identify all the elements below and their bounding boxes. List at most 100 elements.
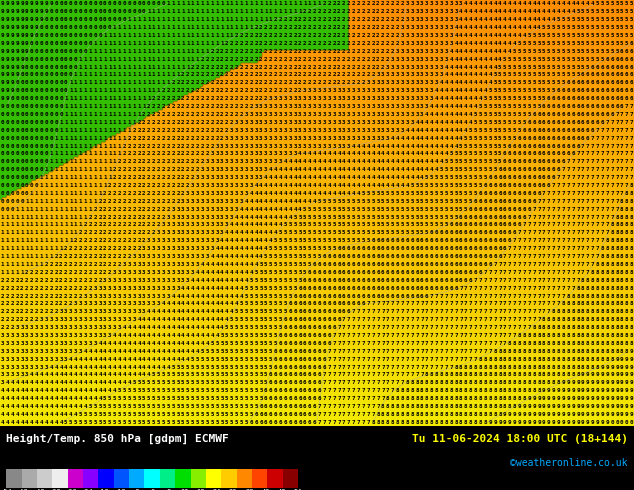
Text: 8: 8: [625, 230, 628, 235]
Text: 3: 3: [210, 238, 214, 243]
Text: 6: 6: [332, 317, 336, 322]
Text: 7: 7: [406, 341, 409, 346]
Text: 6: 6: [327, 286, 331, 291]
Text: 8: 8: [600, 278, 604, 283]
Text: 4: 4: [249, 215, 253, 220]
Text: 3: 3: [298, 144, 302, 148]
Text: 2: 2: [288, 41, 292, 46]
Text: 1: 1: [69, 215, 72, 220]
Text: 6: 6: [269, 404, 273, 409]
Text: 8: 8: [537, 372, 541, 377]
Text: 4: 4: [357, 151, 360, 156]
Text: 3: 3: [415, 57, 418, 62]
Text: 7: 7: [498, 325, 501, 330]
Text: 7: 7: [552, 191, 555, 196]
Text: 6: 6: [562, 96, 565, 101]
Text: 6: 6: [269, 412, 273, 417]
Text: 4: 4: [191, 278, 195, 283]
Text: 1: 1: [191, 41, 195, 46]
Text: 1: 1: [59, 136, 63, 141]
Text: 8: 8: [444, 388, 448, 393]
Text: 4: 4: [220, 301, 224, 306]
Text: 2: 2: [196, 120, 199, 125]
Text: 5: 5: [249, 349, 253, 354]
Text: 6: 6: [600, 104, 604, 109]
Text: 5: 5: [566, 49, 570, 54]
Text: 7: 7: [522, 230, 526, 235]
Text: 6: 6: [430, 270, 434, 275]
Text: 3: 3: [181, 254, 184, 259]
Text: 9: 9: [611, 365, 614, 369]
Text: 4: 4: [323, 159, 326, 164]
Text: 7: 7: [406, 349, 409, 354]
Text: 3: 3: [308, 104, 311, 109]
Text: 6: 6: [484, 199, 487, 204]
Text: 3: 3: [162, 294, 165, 298]
Text: 3: 3: [352, 112, 355, 117]
Text: 6: 6: [522, 207, 526, 212]
Text: 4: 4: [254, 191, 258, 196]
Text: 4: 4: [147, 365, 150, 369]
Text: 2: 2: [216, 65, 219, 70]
Text: 7: 7: [381, 341, 385, 346]
Text: 3: 3: [181, 230, 184, 235]
Text: 4: 4: [142, 372, 146, 377]
Text: 0: 0: [15, 136, 19, 141]
Text: 6: 6: [611, 112, 614, 117]
Text: 7: 7: [323, 404, 326, 409]
Text: 3: 3: [396, 128, 399, 133]
Text: 6: 6: [537, 167, 541, 172]
Text: 2: 2: [254, 33, 258, 38]
Text: 8: 8: [581, 341, 585, 346]
Text: 5: 5: [264, 278, 268, 283]
Text: 2: 2: [142, 167, 146, 172]
Text: 1: 1: [108, 80, 112, 85]
Text: 8: 8: [615, 270, 619, 275]
Text: 1: 1: [167, 57, 170, 62]
Text: 4: 4: [488, 17, 492, 22]
Text: 5: 5: [542, 88, 545, 93]
Text: 7: 7: [605, 191, 609, 196]
Text: 2: 2: [216, 104, 219, 109]
Text: 5: 5: [493, 112, 497, 117]
Text: 5: 5: [630, 17, 633, 22]
Text: 2: 2: [230, 49, 233, 54]
Text: 6: 6: [611, 104, 614, 109]
Text: 2: 2: [171, 159, 175, 164]
Text: 3: 3: [113, 325, 117, 330]
Text: 4: 4: [162, 341, 165, 346]
Text: 1: 1: [157, 49, 160, 54]
Text: 4: 4: [493, 33, 497, 38]
Text: 3: 3: [118, 286, 121, 291]
Text: 6: 6: [439, 254, 443, 259]
Text: 0: 0: [40, 128, 43, 133]
Text: 7: 7: [459, 286, 463, 291]
Text: 1: 1: [84, 128, 87, 133]
Text: 9: 9: [15, 41, 19, 46]
Text: 3: 3: [381, 80, 385, 85]
Bar: [206, 469, 221, 488]
Text: 7: 7: [386, 301, 389, 306]
Text: 7: 7: [615, 191, 619, 196]
Text: 1: 1: [220, 33, 224, 38]
Text: 3: 3: [240, 136, 243, 141]
Text: 4: 4: [479, 33, 482, 38]
Text: 7: 7: [439, 357, 443, 362]
Text: 6: 6: [533, 159, 536, 164]
Text: 8: 8: [566, 301, 570, 306]
Text: 4: 4: [386, 167, 389, 172]
Text: 1: 1: [108, 128, 112, 133]
Text: 2: 2: [181, 88, 184, 93]
Text: 2: 2: [357, 9, 360, 14]
Text: 6: 6: [517, 199, 521, 204]
Text: 5: 5: [352, 222, 355, 227]
Text: 7: 7: [439, 365, 443, 369]
Text: 8: 8: [571, 372, 575, 377]
Text: 5: 5: [454, 151, 458, 156]
Text: 6: 6: [357, 286, 360, 291]
Text: 8: 8: [488, 412, 492, 417]
Text: 4: 4: [337, 183, 340, 188]
Text: 4: 4: [147, 349, 150, 354]
Text: 7: 7: [332, 396, 336, 401]
Text: 4: 4: [122, 357, 126, 362]
